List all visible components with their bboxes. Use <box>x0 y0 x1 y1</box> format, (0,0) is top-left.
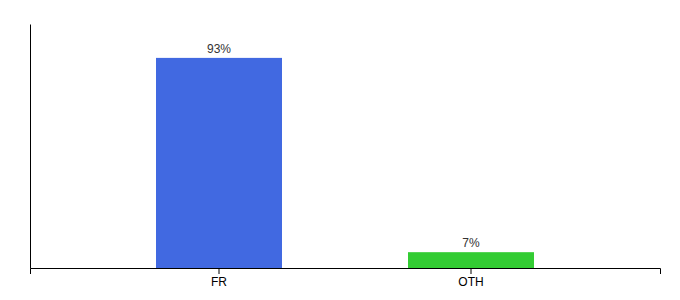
data-label: 93% <box>207 42 231 56</box>
chart-svg: FR OTH 93% 7% <box>0 0 680 300</box>
x-tick: FR <box>211 268 227 289</box>
x-tick-label: OTH <box>458 275 483 289</box>
x-axis: FR OTH <box>31 268 661 289</box>
bar <box>408 252 534 268</box>
data-labels: 93% 7% <box>207 42 480 250</box>
x-tick-mark <box>471 268 472 274</box>
y-axis-line <box>30 25 31 269</box>
x-tick-mark <box>219 268 220 274</box>
data-label: 7% <box>462 236 480 250</box>
x-tick-label: FR <box>211 275 227 289</box>
plot-area: FR OTH 93% 7% <box>31 25 661 289</box>
bars <box>156 58 534 268</box>
chart-container: FR OTH 93% 7% <box>0 0 680 300</box>
y-axis <box>30 25 31 269</box>
bar <box>156 58 282 268</box>
x-tick: OTH <box>458 268 483 289</box>
x-axis-line <box>31 269 661 275</box>
